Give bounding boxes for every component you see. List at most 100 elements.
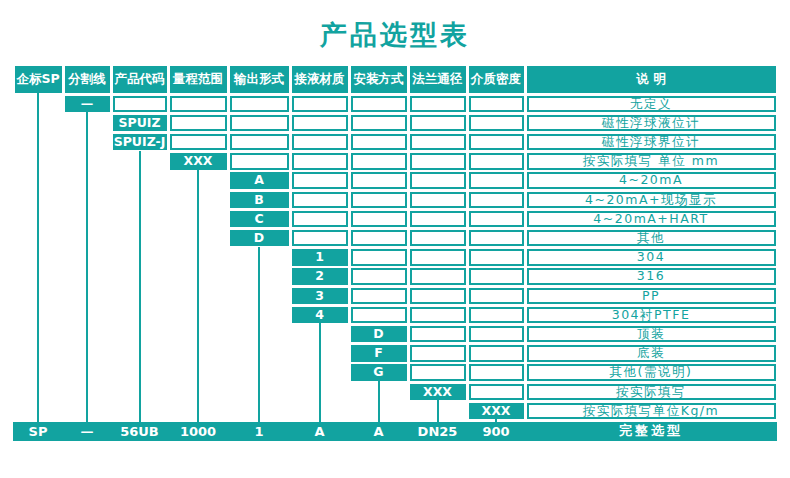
- code-cell: C: [230, 211, 289, 228]
- column-stem-line: [319, 323, 321, 422]
- description-cell: 按实际填写: [527, 384, 776, 401]
- empty-cell: [469, 288, 524, 305]
- header-cell-5: 输出形式: [230, 66, 289, 93]
- code-cell: D: [230, 230, 289, 247]
- code-cell: 4: [292, 307, 348, 324]
- summary-value: A: [290, 422, 349, 441]
- empty-cell: [351, 211, 407, 228]
- header-cell-10: 说 明: [527, 66, 776, 93]
- empty-cell: [469, 345, 524, 362]
- empty-cell: [351, 268, 407, 285]
- empty-cell: [351, 288, 407, 305]
- empty-cell: [230, 134, 289, 151]
- code-cell: B: [230, 192, 289, 209]
- empty-cell: [230, 153, 289, 170]
- empty-cell: [410, 307, 466, 324]
- description-cell: PP: [527, 288, 776, 305]
- empty-cell: [170, 96, 227, 113]
- description-cell: 304衬PTFE: [527, 307, 776, 324]
- empty-cell: [410, 172, 466, 189]
- code-cell: XXX: [170, 153, 227, 170]
- empty-cell: [469, 115, 524, 132]
- empty-cell: [469, 307, 524, 324]
- header-cell-1: 企标SP: [15, 66, 62, 93]
- header-cell-3: 产品代码: [113, 66, 167, 93]
- empty-cell: [469, 384, 524, 401]
- empty-cell: [410, 230, 466, 247]
- page: 产品选型表 企标SP分割线产品代码量程范围输出形式接液材质安装方式法兰通径介质密…: [0, 0, 790, 478]
- code-cell: D: [351, 326, 407, 343]
- summary-value: 1: [228, 422, 290, 441]
- description-cell: 磁性浮球界位计: [527, 134, 776, 151]
- description-cell: 4~20mA: [527, 172, 776, 189]
- header-cell-2: 分割线: [65, 66, 110, 93]
- empty-cell: [469, 249, 524, 266]
- page-title: 产品选型表: [0, 17, 790, 53]
- empty-cell: [351, 307, 407, 324]
- empty-cell: [410, 268, 466, 285]
- empty-cell: [230, 96, 289, 113]
- summary-value: —: [63, 422, 111, 441]
- empty-cell: [351, 172, 407, 189]
- empty-cell: [410, 192, 466, 209]
- code-cell: XXX: [410, 384, 466, 401]
- empty-cell: [292, 211, 348, 228]
- code-cell: F: [351, 345, 407, 362]
- code-cell: 3: [292, 288, 348, 305]
- empty-cell: [410, 211, 466, 228]
- empty-cell: [410, 153, 466, 170]
- empty-cell: [410, 288, 466, 305]
- empty-cell: [410, 96, 466, 113]
- empty-cell: [292, 96, 348, 113]
- column-stem-line: [378, 381, 380, 422]
- description-cell: 按实际填写单位Kg/m: [527, 403, 776, 420]
- empty-cell: [292, 172, 348, 189]
- description-cell: 4~20mA+现场显示: [527, 192, 776, 209]
- description-cell: 无定义: [527, 96, 776, 113]
- header-cell-8: 法兰通径: [410, 66, 466, 93]
- summary-label: 完整选型: [525, 422, 777, 441]
- header-cell-4: 量程范围: [170, 66, 227, 93]
- summary-value: DN25: [408, 422, 467, 441]
- summary-value: SP: [13, 422, 63, 441]
- empty-cell: [469, 211, 524, 228]
- empty-cell: [351, 230, 407, 247]
- header-cell-7: 安装方式: [351, 66, 407, 93]
- column-stem-line: [197, 170, 199, 422]
- code-cell: G: [351, 364, 407, 381]
- empty-cell: [410, 115, 466, 132]
- column-stem-line: [37, 93, 39, 422]
- empty-cell: [410, 249, 466, 266]
- empty-cell: [351, 96, 407, 113]
- empty-cell: [469, 192, 524, 209]
- empty-cell: [469, 230, 524, 247]
- header-cell-6: 接液材质: [292, 66, 348, 93]
- summary-value: 1000: [168, 422, 228, 441]
- empty-cell: [410, 364, 466, 381]
- description-cell: 按实际填写 单位 mm: [527, 153, 776, 170]
- empty-cell: [410, 134, 466, 151]
- description-cell: 顶装: [527, 326, 776, 343]
- empty-cell: [469, 153, 524, 170]
- empty-cell: [351, 192, 407, 209]
- column-stem-line: [139, 151, 141, 423]
- summary-bar: SP—56UB10001AADN25900完整选型: [13, 422, 777, 441]
- description-cell: 4~20mA+HART: [527, 211, 776, 228]
- empty-cell: [469, 268, 524, 285]
- summary-value: 56UB: [111, 422, 168, 441]
- empty-cell: [469, 134, 524, 151]
- code-cell: XXX: [469, 403, 524, 420]
- summary-value: 900: [467, 422, 525, 441]
- header-cell-9: 介质密度: [469, 66, 524, 93]
- code-cell: 1: [292, 249, 348, 266]
- description-cell: 底装: [527, 345, 776, 362]
- empty-cell: [410, 345, 466, 362]
- description-cell: 316: [527, 268, 776, 285]
- code-cell: 2: [292, 268, 348, 285]
- empty-cell: [292, 153, 348, 170]
- empty-cell: [230, 115, 289, 132]
- empty-cell: [469, 364, 524, 381]
- empty-cell: [469, 172, 524, 189]
- column-stem-line: [258, 247, 260, 423]
- description-cell: 磁性浮球液位计: [527, 115, 776, 132]
